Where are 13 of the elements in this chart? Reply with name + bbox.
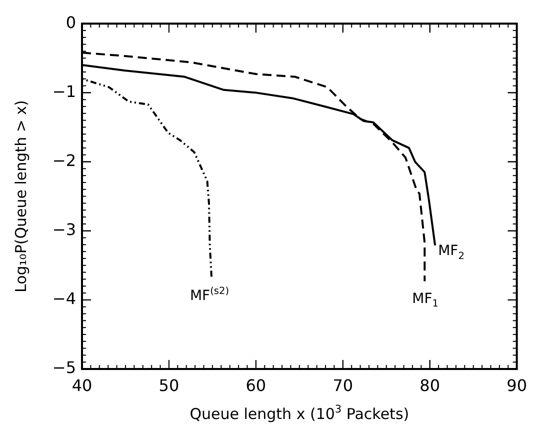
- x-tick-label: 50: [158, 376, 180, 395]
- x-tick-label: 40: [72, 376, 92, 395]
- x-tick-label: 90: [506, 376, 527, 395]
- y-tick-label: −2: [52, 150, 76, 170]
- x-tick-label: 80: [420, 376, 440, 395]
- x-tick-label: 70: [332, 376, 354, 395]
- x-tick-label: 60: [246, 376, 266, 395]
- y-tick-label: −3: [52, 220, 76, 239]
- y-tick-label: −1: [52, 82, 76, 101]
- y-tick-label: −4: [52, 289, 76, 308]
- y-tick-label: 0: [66, 12, 76, 32]
- y-tick-label: −5: [52, 358, 76, 378]
- y-axis-title: Log₁₀P(Queue length > x): [12, 100, 30, 293]
